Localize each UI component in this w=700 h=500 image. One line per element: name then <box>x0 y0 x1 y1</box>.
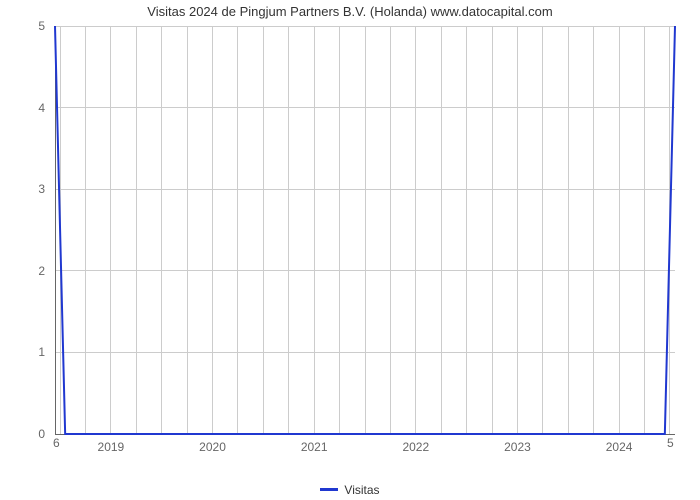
series-line <box>0 0 700 500</box>
chart-container: Visitas 2024 de Pingjum Partners B.V. (H… <box>0 0 700 500</box>
